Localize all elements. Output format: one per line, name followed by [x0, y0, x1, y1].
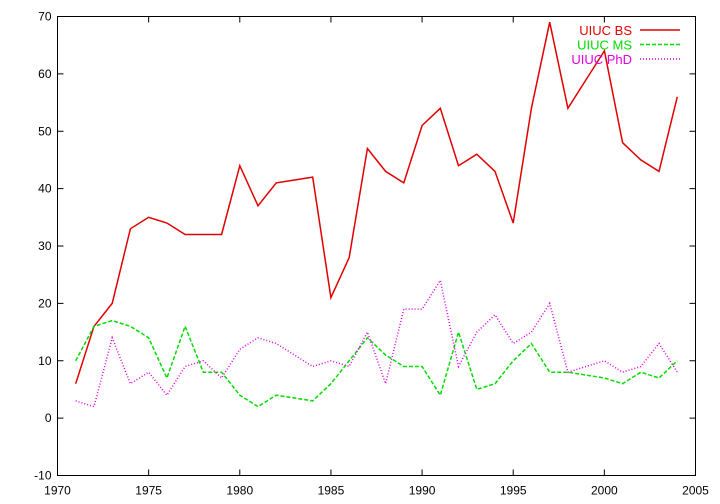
y-tick-label: 10: [38, 354, 52, 368]
x-tick-label: 1985: [318, 484, 345, 498]
y-tick-label: 70: [38, 10, 52, 24]
series-lines: [74, 22, 679, 408]
series-line-3: [75, 278, 678, 408]
legend-label-3: UIUC PhD: [571, 52, 632, 67]
axis-tick-labels: 1970 1975 1980 1985 1990 1995 2000 2005 -10 0 10 20…: [34, 10, 709, 498]
y-tick-label: 0: [45, 411, 52, 425]
y-tick-label: 30: [38, 239, 52, 253]
x-tick-label: 1975: [135, 484, 162, 498]
y-tick-label: 40: [38, 182, 52, 196]
x-tick-label: 1980: [226, 484, 253, 498]
plot-frame: [57, 16, 696, 476]
y-tick-label: 60: [38, 67, 52, 81]
y-tick-label: -10: [34, 469, 52, 483]
legend-label-1: UIUC BS: [579, 23, 632, 38]
series-line-2: [75, 319, 678, 408]
x-tick-label: 2000: [591, 484, 618, 498]
x-tick-label: 1970: [44, 484, 71, 498]
y-tick-label: 50: [38, 124, 52, 138]
series-line-1: [74, 22, 679, 384]
x-tick-label: 1995: [500, 484, 527, 498]
legend-label-2: UIUC MS: [577, 38, 632, 53]
y-tick-label: 20: [38, 296, 52, 310]
x-tick-label: 1990: [409, 484, 436, 498]
x-tick-label: 2005: [682, 484, 709, 498]
axis-ticks: [57, 16, 696, 476]
